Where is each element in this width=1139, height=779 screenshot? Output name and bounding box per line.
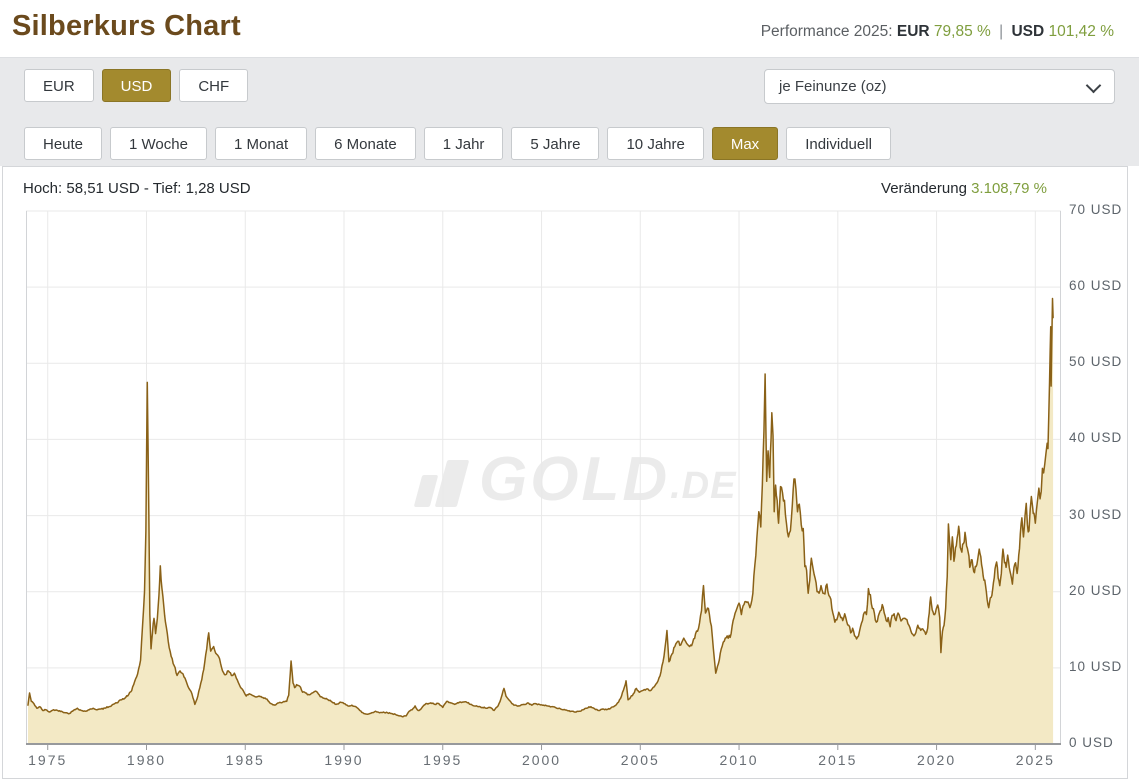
change-summary: Veränderung 3.108,79 % — [881, 180, 1047, 197]
x-axis-tick-label: 2025 — [1015, 752, 1055, 768]
performance-summary: Performance 2025: EUR 79,85 % | USD 101,… — [761, 23, 1114, 41]
page-title: Silberkurs Chart — [12, 10, 241, 42]
y-axis-tick-label: 50 USD — [1069, 354, 1123, 370]
silver-price-plot-area[interactable] — [26, 210, 1061, 752]
performance-eur-value: 79,85 % — [933, 23, 991, 40]
y-axis-tick-label: 10 USD — [1069, 658, 1123, 674]
performance-separator: | — [999, 23, 1004, 40]
x-axis-tick-label: 2020 — [916, 752, 957, 768]
range-tab-1-woche[interactable]: 1 Woche — [110, 127, 207, 160]
y-axis-tick-label: 40 USD — [1069, 430, 1123, 446]
range-tab-max[interactable]: Max — [711, 127, 779, 160]
range-tab-1-jahr[interactable]: 1 Jahr — [423, 127, 504, 160]
y-axis-tick-label: 0 USD — [1069, 735, 1114, 750]
unit-select[interactable]: je Feinunze (oz) — [764, 69, 1115, 104]
range-tab-group: Heute 1 Woche 1 Monat 6 Monate 1 Jahr 5 Jahre… — [24, 127, 899, 160]
range-tab-6-monate[interactable]: 6 Monate — [315, 127, 416, 160]
performance-usd-label: USD — [1011, 23, 1045, 40]
currency-tab-group: EUR USD CHF — [24, 69, 256, 102]
x-axis-tick-label: 1985 — [225, 752, 265, 768]
range-tab-heute[interactable]: Heute — [24, 127, 103, 160]
x-axis-tick-label: 2005 — [620, 752, 660, 768]
y-axis-tick-label: 30 USD — [1069, 506, 1123, 522]
chart-card: Hoch: 58,51 USD - Tief: 1,28 USD Verände… — [2, 166, 1128, 779]
unit-select-value: je Feinunze (oz) — [779, 78, 887, 95]
high-low-label: Hoch: 58,51 USD - Tief: 1,28 USD — [23, 180, 251, 197]
performance-label: Performance 2025: — [760, 23, 893, 40]
x-axis-tick-label: 1975 — [28, 752, 68, 768]
y-axis-tick-label: 60 USD — [1069, 278, 1123, 294]
chart-toolbar: EUR USD CHF je Feinunze (oz) Heute 1 Woche 1… — [0, 57, 1139, 166]
currency-tab-chf[interactable]: CHF — [179, 69, 249, 102]
chevron-down-icon — [1085, 77, 1102, 94]
change-value: 3.108,79 % — [971, 180, 1047, 197]
range-tab-10-jahre[interactable]: 10 Jahre — [607, 127, 704, 160]
change-label: Veränderung — [881, 180, 967, 197]
x-axis-tick-label: 1995 — [423, 752, 463, 768]
x-axis-tick-label: 1990 — [324, 752, 364, 768]
performance-eur-label: EUR — [896, 23, 930, 40]
x-axis-tick-label: 2010 — [719, 752, 759, 768]
silver-price-chart — [26, 210, 1061, 750]
range-tab-individuell[interactable]: Individuell — [786, 127, 891, 160]
currency-tab-usd[interactable]: USD — [101, 69, 172, 102]
currency-tab-eur[interactable]: EUR — [24, 69, 94, 102]
x-axis-tick-label: 2015 — [818, 752, 858, 768]
page-header: Silberkurs Chart Performance 2025: EUR 7… — [0, 0, 1139, 57]
range-tab-1-monat[interactable]: 1 Monat — [214, 127, 308, 160]
x-axis-tick-label: 2000 — [521, 752, 562, 768]
range-tab-5-jahre[interactable]: 5 Jahre — [511, 127, 600, 160]
performance-usd-value: 101,42 % — [1048, 23, 1115, 40]
y-axis-tick-label: 70 USD — [1069, 202, 1123, 217]
x-axis-tick-label: 1980 — [126, 752, 167, 768]
y-axis-tick-label: 20 USD — [1069, 582, 1123, 598]
